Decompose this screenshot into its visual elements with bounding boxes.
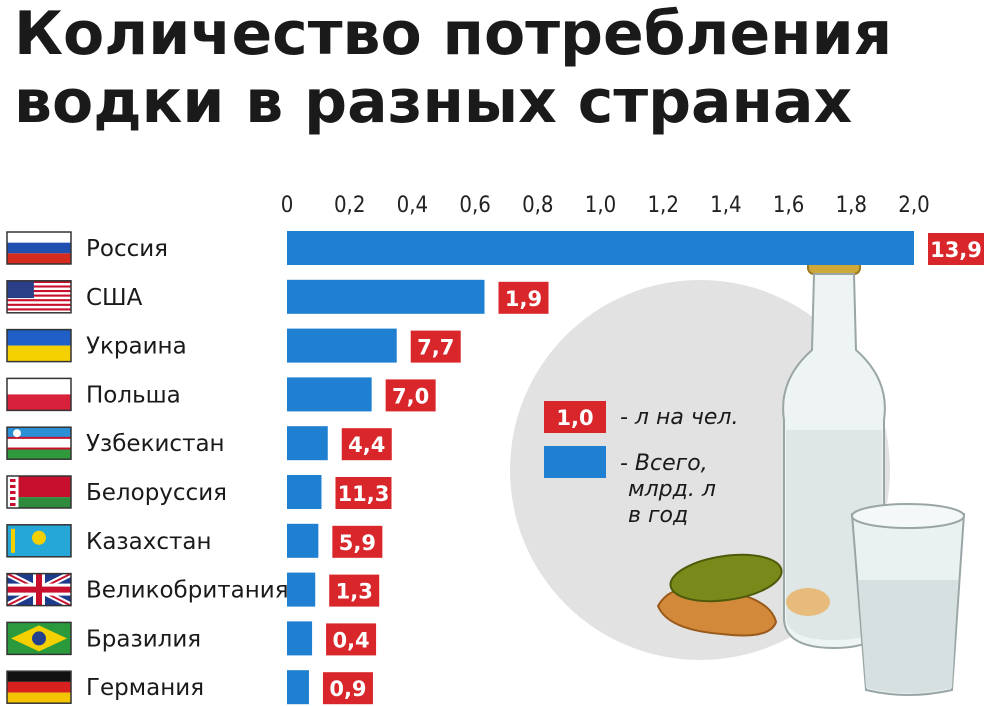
value-label-box [326,623,377,656]
bar [287,426,328,461]
country-name: Казахстан [86,529,212,555]
belarus-flag-icon [6,475,72,509]
value-label: 1,3 [336,580,373,604]
country-name: США [86,285,143,311]
brazil-flag-icon [6,621,72,656]
bar [287,670,309,705]
illustration-pickle-bread-icon [656,553,783,637]
kazakhstan-flag-icon [6,524,72,558]
x-tick-label: 1,4 [710,193,741,218]
country-name: Польша [86,382,181,408]
value-label-box [928,233,984,265]
value-label: 13,9 [930,238,982,262]
x-tick-label: 1,0 [585,193,616,218]
usa-flag-icon [6,280,72,314]
value-label: 1,9 [505,287,542,311]
value-label-box [341,428,392,461]
legend-text-per-capita: - л на чел. [620,405,738,430]
bar [287,377,372,412]
value-label-box [329,574,380,607]
legend-text-total: млрд. л [628,477,716,502]
value-label: 7,0 [392,384,429,408]
value-label-box [335,477,392,509]
value-label: 7,7 [417,336,454,360]
bar [287,231,914,265]
value-label-box [410,330,461,363]
value-label-box [385,379,436,412]
x-tick-label: 2,0 [898,193,929,218]
bar [287,523,319,558]
country-name: Украина [86,334,187,360]
poland-flag-icon [6,377,72,412]
value-label-box [332,525,383,558]
country-name: Великобритания [86,578,289,604]
country-name: Россия [86,236,168,262]
x-tick-label: 0,6 [459,193,490,218]
bar [287,279,485,314]
legend-swatch-per-capita [544,401,606,433]
legend-text-total: в год [628,503,688,528]
value-label-box [498,281,549,314]
illustration-glass-icon [850,503,966,696]
x-tick-label: 1,8 [836,193,867,218]
value-label: 11,3 [338,482,390,506]
country-name: Белоруссия [86,480,227,506]
x-tick-label: 0,2 [334,193,365,218]
uzbekistan-flag-icon [6,426,72,460]
russia-flag-icon [6,231,72,265]
value-label: 0,4 [332,628,369,652]
bar [287,475,322,509]
x-tick-label: 0,8 [522,193,553,218]
bar [287,621,313,656]
legend-swatch-label: 1,0 [556,406,593,430]
bar [287,328,397,363]
ukraine-flag-icon [6,328,72,363]
bar [287,572,316,607]
value-label: 5,9 [339,531,376,555]
x-tick-label: 0 [281,193,294,218]
x-tick-label: 0,4 [397,193,428,218]
country-name: Германия [86,675,204,701]
value-label: 4,4 [348,433,385,457]
x-tick-label: 1,2 [647,193,678,218]
country-name: Бразилия [86,626,201,652]
uk-flag-icon [5,570,73,609]
x-tick-label: 1,6 [773,193,804,218]
chart-title: Количество потребления водки в разных ст… [14,0,893,137]
value-label: 0,9 [329,677,366,701]
germany-flag-icon [6,670,72,704]
legend-swatch-total [544,446,606,478]
legend-text-total: - Всего, [620,451,708,476]
value-label-box [322,672,373,705]
country-name: Узбекистан [86,431,225,457]
